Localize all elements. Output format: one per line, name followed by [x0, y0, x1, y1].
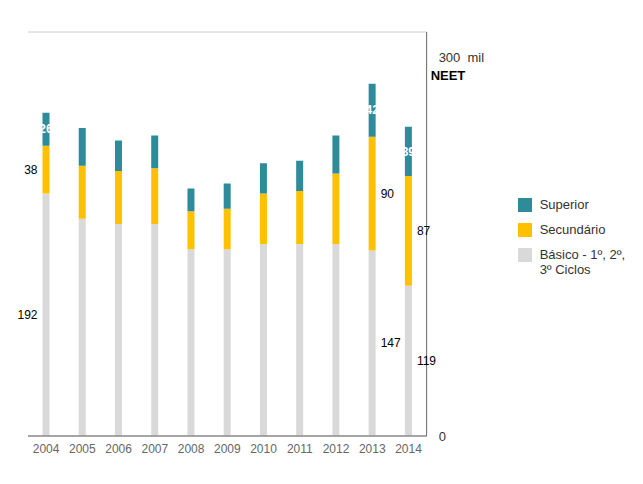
svg-text:2004: 2004	[33, 442, 60, 456]
svg-text:2012: 2012	[323, 442, 350, 456]
svg-text:147: 147	[381, 336, 401, 350]
svg-text:2013: 2013	[359, 442, 386, 456]
svg-text:42: 42	[365, 103, 379, 117]
svg-text:2005: 2005	[69, 442, 96, 456]
svg-text:2014: 2014	[395, 442, 422, 456]
svg-text:26: 26	[39, 122, 53, 136]
svg-text:2008: 2008	[178, 442, 205, 456]
html-text:Secundário: Secundário	[539, 222, 606, 237]
svg-text:90: 90	[381, 187, 395, 201]
svg-text:192: 192	[17, 308, 37, 322]
svg-text:2011: 2011	[287, 442, 313, 456]
svg-text:38: 38	[24, 163, 38, 177]
svg-text:87: 87	[417, 224, 431, 238]
svg-text:119: 119	[417, 354, 436, 368]
html-text:Básico - 1º, 2º, 3º Ciclos: Básico - 1º, 2º, 3º Ciclos	[539, 247, 625, 277]
svg-text:2007: 2007	[141, 442, 168, 456]
svg-text:2006: 2006	[105, 442, 132, 456]
html-text:Superior: Superior	[539, 197, 589, 212]
svg-text:39: 39	[402, 145, 416, 159]
svg-text:300 mil: 300 mil	[439, 50, 485, 65]
svg-text:2010: 2010	[250, 442, 277, 456]
svg-text:2009: 2009	[214, 442, 241, 456]
svg-text:0: 0	[439, 429, 446, 444]
svg-text:NEET: NEET	[431, 68, 466, 83]
